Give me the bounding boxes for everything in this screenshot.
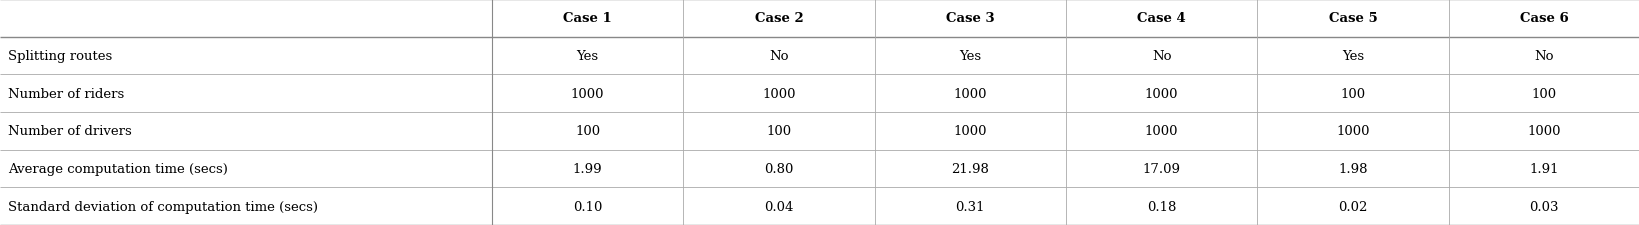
Text: 0.02: 0.02 bbox=[1337, 200, 1367, 213]
Text: 1.98: 1.98 bbox=[1337, 162, 1367, 175]
Text: Case 6: Case 6 bbox=[1519, 12, 1569, 25]
Text: Standard deviation of computation time (secs): Standard deviation of computation time (… bbox=[8, 200, 318, 213]
Text: Case 3: Case 3 bbox=[946, 12, 993, 25]
Text: No: No bbox=[1534, 50, 1554, 63]
Text: 1000: 1000 bbox=[1526, 125, 1560, 138]
Text: 100: 100 bbox=[575, 125, 600, 138]
Text: Case 2: Case 2 bbox=[754, 12, 803, 25]
Text: No: No bbox=[1151, 50, 1170, 63]
Text: Case 1: Case 1 bbox=[562, 12, 611, 25]
Text: 1000: 1000 bbox=[762, 87, 795, 100]
Text: 1.99: 1.99 bbox=[572, 162, 602, 175]
Text: Case 5: Case 5 bbox=[1328, 12, 1377, 25]
Text: 0.04: 0.04 bbox=[764, 200, 793, 213]
Text: 0.18: 0.18 bbox=[1146, 200, 1175, 213]
Text: 0.31: 0.31 bbox=[956, 200, 985, 213]
Text: 1000: 1000 bbox=[1144, 125, 1178, 138]
Text: 0.03: 0.03 bbox=[1529, 200, 1559, 213]
Text: 0.10: 0.10 bbox=[572, 200, 602, 213]
Text: 21.98: 21.98 bbox=[951, 162, 988, 175]
Text: Average computation time (secs): Average computation time (secs) bbox=[8, 162, 228, 175]
Text: 100: 100 bbox=[1339, 87, 1365, 100]
Text: 100: 100 bbox=[765, 125, 792, 138]
Text: Yes: Yes bbox=[959, 50, 980, 63]
Text: 1000: 1000 bbox=[952, 87, 987, 100]
Text: Number of riders: Number of riders bbox=[8, 87, 125, 100]
Text: 0.80: 0.80 bbox=[764, 162, 793, 175]
Text: 1000: 1000 bbox=[570, 87, 605, 100]
Text: 1000: 1000 bbox=[1144, 87, 1178, 100]
Text: Splitting routes: Splitting routes bbox=[8, 50, 113, 63]
Text: Yes: Yes bbox=[577, 50, 598, 63]
Text: 1.91: 1.91 bbox=[1529, 162, 1559, 175]
Text: 17.09: 17.09 bbox=[1142, 162, 1180, 175]
Text: 1000: 1000 bbox=[952, 125, 987, 138]
Text: 1000: 1000 bbox=[1336, 125, 1369, 138]
Text: No: No bbox=[769, 50, 788, 63]
Text: 100: 100 bbox=[1531, 87, 1555, 100]
Text: Number of drivers: Number of drivers bbox=[8, 125, 131, 138]
Text: Yes: Yes bbox=[1341, 50, 1364, 63]
Text: Case 4: Case 4 bbox=[1136, 12, 1185, 25]
